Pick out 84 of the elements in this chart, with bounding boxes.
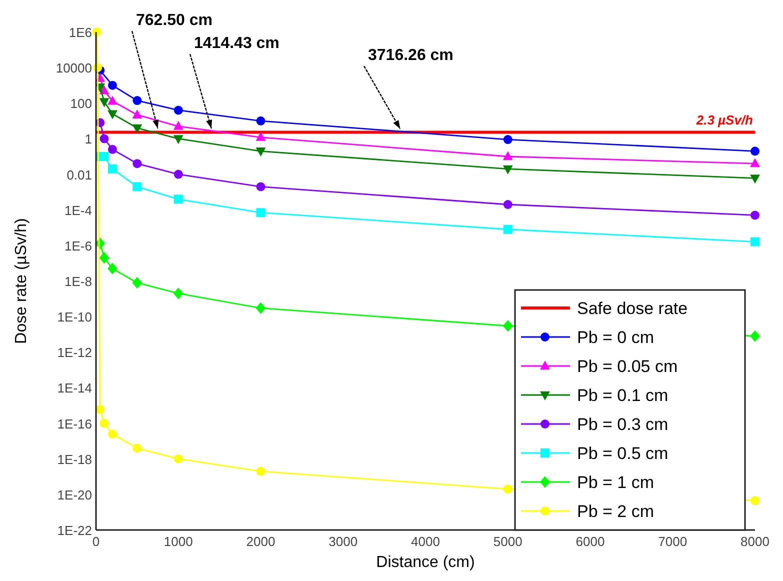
annotation: 2.3 µSv/h (695, 112, 754, 128)
point (256, 116, 266, 126)
point (503, 484, 512, 494)
y-tick-label: 1E6 (68, 25, 92, 40)
point (502, 320, 513, 332)
point (502, 151, 513, 160)
point (174, 170, 183, 179)
y-tick-label: 1E-12 (57, 345, 92, 360)
y-tick-label: 1E-4 (64, 202, 92, 218)
y-tick-label: 1E-22 (57, 523, 92, 538)
y-tick-label: 0.01 (66, 167, 92, 182)
point (100, 134, 109, 144)
legend-label: Pb = 2 cm (577, 502, 654, 521)
point (99, 98, 110, 108)
point (132, 96, 142, 106)
x-axis-title: Distance (cm) (376, 554, 475, 571)
point (750, 146, 760, 156)
point (132, 109, 142, 118)
point (750, 330, 760, 342)
point (750, 496, 760, 506)
point (174, 454, 183, 464)
point (750, 158, 760, 168)
y-tick-label: 100 (70, 96, 92, 112)
y-tick-label: 1E-14 (57, 380, 92, 396)
point (108, 164, 117, 174)
point (100, 418, 109, 428)
x-tick-label: 2000 (246, 534, 276, 549)
point (108, 144, 117, 154)
legend-label: Pb = 0.1 cm (577, 386, 668, 405)
point (132, 182, 142, 192)
point (256, 466, 266, 476)
y-tick-label: 1E-20 (57, 487, 92, 502)
point (132, 159, 142, 168)
point (502, 165, 513, 174)
point (503, 135, 512, 144)
point (503, 224, 512, 234)
point (108, 96, 118, 105)
point (99, 252, 110, 264)
point (173, 288, 184, 300)
annotation: 1414.43 cm (194, 35, 280, 52)
y-tick-label: 10000 (56, 60, 92, 76)
y-tick-label: 1E-16 (57, 416, 92, 432)
point (108, 429, 117, 438)
point (256, 302, 266, 314)
x-tick-label: 4000 (411, 534, 440, 549)
point (750, 210, 760, 220)
x-tick-label: 0 (92, 534, 100, 549)
legend-label: Pb = 0.5 cm (577, 444, 668, 463)
point (174, 194, 183, 204)
x-tick-label: 3000 (328, 534, 358, 549)
y-tick-label: 1E-8 (64, 274, 92, 289)
point (750, 174, 760, 184)
x-tick-label: 1000 (164, 534, 193, 549)
point (750, 237, 760, 246)
annotation: 3716.26 cm (368, 47, 454, 64)
y-tick-label: 1E-6 (64, 238, 92, 254)
point (132, 444, 142, 453)
point (173, 120, 184, 130)
point (108, 262, 118, 274)
x-tick-label: 8000 (740, 534, 770, 549)
point (256, 132, 266, 141)
point (132, 276, 142, 289)
point (174, 106, 183, 115)
legend-label: Pb = 0.05 cm (577, 357, 678, 376)
point (503, 200, 512, 210)
legend-label: Pb = 1 cm (577, 473, 654, 492)
x-tick-label: 6000 (576, 534, 605, 549)
point (256, 182, 266, 192)
annotation: 762.50 cm (136, 12, 213, 29)
point (108, 80, 117, 90)
x-tick-label: 5000 (493, 534, 522, 549)
point (132, 124, 142, 134)
point (173, 135, 184, 144)
point (256, 148, 266, 157)
y-tick-label: 1E-18 (57, 452, 92, 467)
legend-label: Safe dose rate (577, 299, 688, 318)
point (256, 208, 266, 218)
y-tick-label: 1 (84, 132, 92, 147)
y-tick-label: 1E-10 (57, 310, 92, 325)
y-axis-title: Dose rate (µSv/h) (13, 218, 30, 344)
x-tick-label: 7000 (658, 534, 688, 549)
legend-label: Pb = 0 cm (577, 328, 654, 347)
point (108, 110, 118, 120)
legend-label: Pb = 0.3 cm (577, 415, 668, 434)
